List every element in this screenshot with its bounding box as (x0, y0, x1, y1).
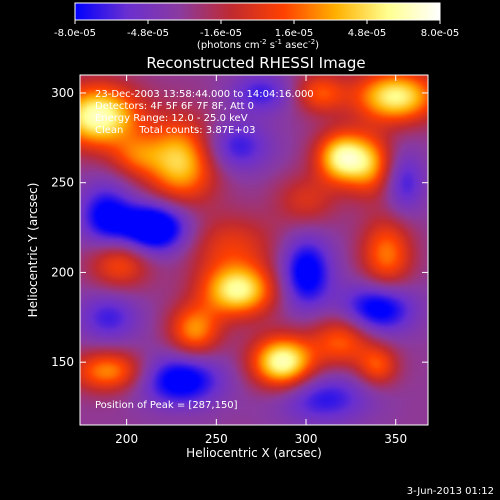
x-tick-label: 200 (115, 432, 138, 446)
colorbar-tick-label: -4.8e-05 (127, 28, 169, 39)
colorbar-tick-label: 1.6e-05 (275, 28, 313, 39)
y-tick-label: 300 (51, 86, 74, 100)
x-axis-label: Heliocentric X (arcsec) (186, 446, 322, 460)
x-tick-label: 250 (205, 432, 228, 446)
footer-timestamp: 3-Jun-2013 01:12 (407, 486, 494, 497)
colorbar-tick-label: -1.6e-05 (200, 28, 242, 39)
y-axis-ticks: 150 200 250 300 (51, 86, 428, 369)
annotation-peak-position: Position of Peak = [287,150] (95, 400, 238, 411)
colorbar-tick-label: 8.0e-05 (421, 28, 459, 39)
colorbar-tick-labels: -8.0e-05 -4.8e-05 -1.6e-05 1.6e-05 4.8e-05 8.… (54, 28, 459, 39)
heatmap-image (80, 75, 428, 425)
x-axis-ticks: 200 250 300 350 (115, 75, 407, 446)
annotation-clean: Clean Total counts: 3.87E+03 (95, 125, 255, 136)
y-tick-label: 250 (51, 176, 74, 190)
plot-frame (79, 74, 429, 426)
y-tick-label: 150 (51, 355, 74, 369)
annotation-detectors: Detectors: 4F 5F 6F 7F 8F, Att 0 (95, 101, 254, 112)
colorbar-unit-label: (photons cm-2 s-1 asec-2) (197, 38, 319, 51)
annotation-energy: Energy Range: 12.0 - 25.0 keV (95, 113, 248, 124)
annotation-time: 23-Dec-2003 13:58:44.000 to 14:04:16.000 (95, 89, 314, 100)
x-tick-label: 300 (295, 432, 318, 446)
colorbar-tick-label: 4.8e-05 (348, 28, 386, 39)
y-axis-label: Heliocentric Y (arcsec) (26, 183, 40, 318)
colorbar-tick-label: -8.0e-05 (54, 28, 96, 39)
y-tick-label: 200 (51, 265, 74, 279)
x-tick-label: 350 (384, 432, 407, 446)
colorbar-ticks (74, 20, 441, 24)
colorbar (74, 2, 441, 21)
chart-title: Reconstructed RHESSI Image (146, 54, 365, 72)
